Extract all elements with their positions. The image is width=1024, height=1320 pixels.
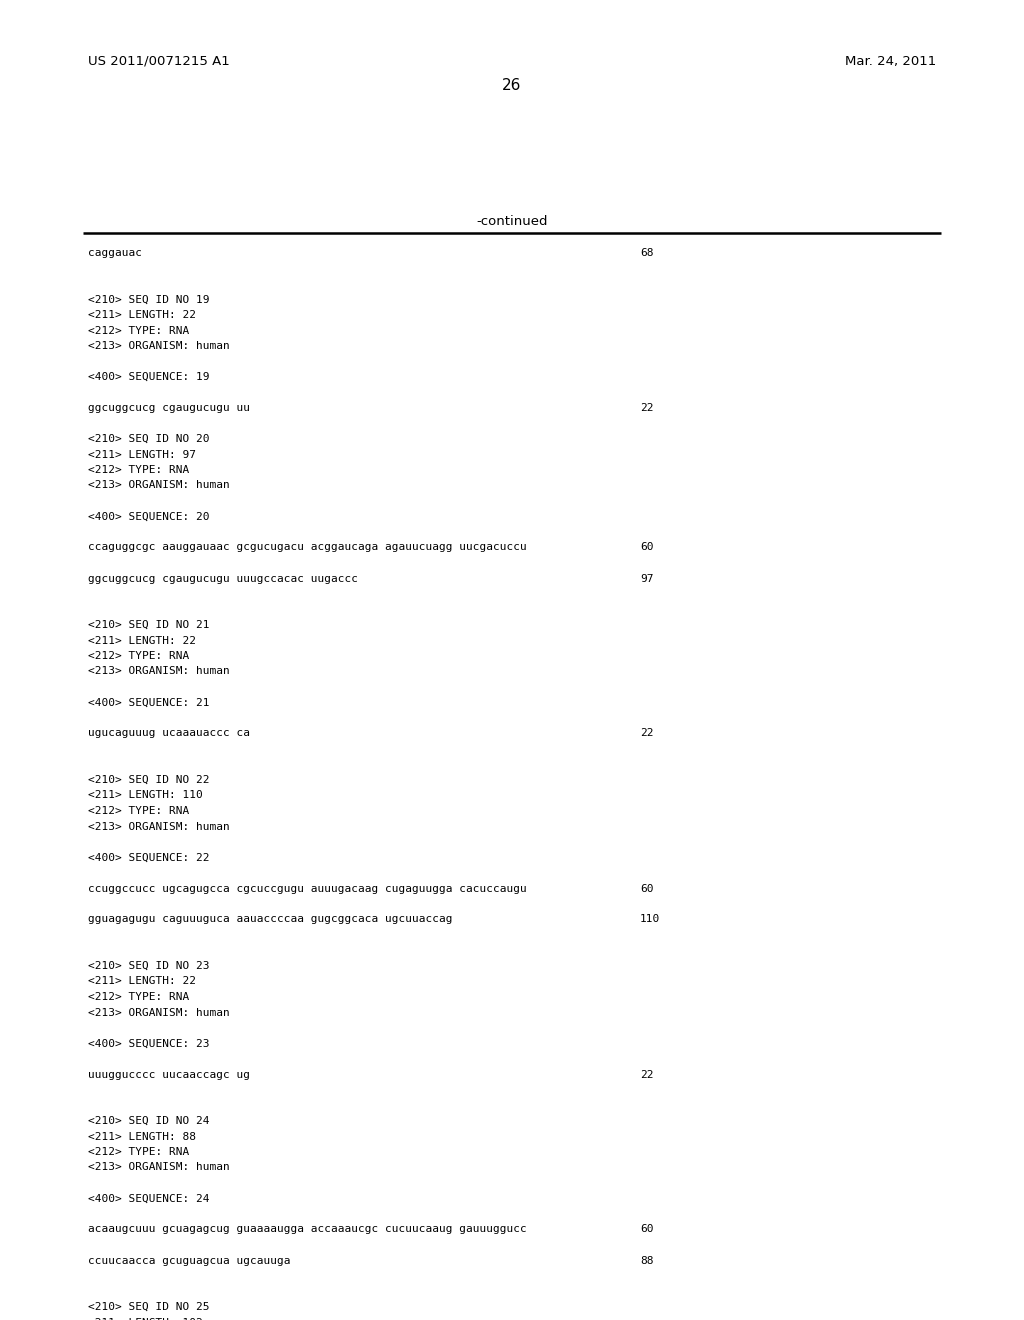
Text: <400> SEQUENCE: 24: <400> SEQUENCE: 24 — [88, 1193, 210, 1204]
Text: 110: 110 — [640, 915, 660, 924]
Text: <213> ORGANISM: human: <213> ORGANISM: human — [88, 1163, 229, 1172]
Text: 60: 60 — [640, 1225, 653, 1234]
Text: ccaguggcgc aauggauaac gcgucugacu acggaucaga agauucuagg uucgacuccu: ccaguggcgc aauggauaac gcgucugacu acggauc… — [88, 543, 526, 553]
Text: <212> TYPE: RNA: <212> TYPE: RNA — [88, 1147, 189, 1158]
Text: acaaugcuuu gcuagagcug guaaaaugga accaaaucgc cucuucaaug gauuuggucc: acaaugcuuu gcuagagcug guaaaaugga accaaau… — [88, 1225, 526, 1234]
Text: 60: 60 — [640, 543, 653, 553]
Text: <213> ORGANISM: human: <213> ORGANISM: human — [88, 667, 229, 676]
Text: <400> SEQUENCE: 22: <400> SEQUENCE: 22 — [88, 853, 210, 862]
Text: 22: 22 — [640, 729, 653, 738]
Text: ugucaguuug ucaaauaccc ca: ugucaguuug ucaaauaccc ca — [88, 729, 250, 738]
Text: 22: 22 — [640, 1069, 653, 1080]
Text: <210> SEQ ID NO 21: <210> SEQ ID NO 21 — [88, 620, 210, 630]
Text: <400> SEQUENCE: 20: <400> SEQUENCE: 20 — [88, 511, 210, 521]
Text: <212> TYPE: RNA: <212> TYPE: RNA — [88, 326, 189, 335]
Text: <213> ORGANISM: human: <213> ORGANISM: human — [88, 821, 229, 832]
Text: <210> SEQ ID NO 22: <210> SEQ ID NO 22 — [88, 775, 210, 785]
Text: <213> ORGANISM: human: <213> ORGANISM: human — [88, 480, 229, 491]
Text: US 2011/0071215 A1: US 2011/0071215 A1 — [88, 55, 229, 69]
Text: -continued: -continued — [476, 215, 548, 228]
Text: <210> SEQ ID NO 23: <210> SEQ ID NO 23 — [88, 961, 210, 972]
Text: <211> LENGTH: 22: <211> LENGTH: 22 — [88, 635, 196, 645]
Text: <211> LENGTH: 88: <211> LENGTH: 88 — [88, 1131, 196, 1142]
Text: <210> SEQ ID NO 19: <210> SEQ ID NO 19 — [88, 294, 210, 305]
Text: ccuucaacca gcuguagcua ugcauuga: ccuucaacca gcuguagcua ugcauuga — [88, 1255, 291, 1266]
Text: ccuggccucc ugcagugcca cgcuccgugu auuugacaag cugaguugga cacuccaugu: ccuggccucc ugcagugcca cgcuccgugu auuugac… — [88, 883, 526, 894]
Text: <212> TYPE: RNA: <212> TYPE: RNA — [88, 807, 189, 816]
Text: gguagagugu caguuuguca aauaccccaa gugcggcaca ugcuuaccag: gguagagugu caguuuguca aauaccccaa gugcggc… — [88, 915, 453, 924]
Text: <211> LENGTH: 97: <211> LENGTH: 97 — [88, 450, 196, 459]
Text: 88: 88 — [640, 1255, 653, 1266]
Text: <210> SEQ ID NO 25: <210> SEQ ID NO 25 — [88, 1302, 210, 1312]
Text: <212> TYPE: RNA: <212> TYPE: RNA — [88, 465, 189, 475]
Text: 68: 68 — [640, 248, 653, 257]
Text: <210> SEQ ID NO 24: <210> SEQ ID NO 24 — [88, 1115, 210, 1126]
Text: <211> LENGTH: 22: <211> LENGTH: 22 — [88, 977, 196, 986]
Text: ggcuggcucg cgaugucugu uuugccacac uugaccc: ggcuggcucg cgaugucugu uuugccacac uugaccc — [88, 573, 358, 583]
Text: Mar. 24, 2011: Mar. 24, 2011 — [845, 55, 936, 69]
Text: <211> LENGTH: 110: <211> LENGTH: 110 — [88, 791, 203, 800]
Text: 60: 60 — [640, 883, 653, 894]
Text: <400> SEQUENCE: 21: <400> SEQUENCE: 21 — [88, 697, 210, 708]
Text: <212> TYPE: RNA: <212> TYPE: RNA — [88, 993, 189, 1002]
Text: <212> TYPE: RNA: <212> TYPE: RNA — [88, 651, 189, 661]
Text: <213> ORGANISM: human: <213> ORGANISM: human — [88, 1007, 229, 1018]
Text: <400> SEQUENCE: 19: <400> SEQUENCE: 19 — [88, 372, 210, 381]
Text: <211> LENGTH: 102: <211> LENGTH: 102 — [88, 1317, 203, 1320]
Text: <210> SEQ ID NO 20: <210> SEQ ID NO 20 — [88, 434, 210, 444]
Text: 26: 26 — [503, 78, 521, 92]
Text: 22: 22 — [640, 403, 653, 413]
Text: caggauac: caggauac — [88, 248, 142, 257]
Text: <400> SEQUENCE: 23: <400> SEQUENCE: 23 — [88, 1039, 210, 1048]
Text: uuuggucccc uucaaccagc ug: uuuggucccc uucaaccagc ug — [88, 1069, 250, 1080]
Text: ggcuggcucg cgaugucugu uu: ggcuggcucg cgaugucugu uu — [88, 403, 250, 413]
Text: <211> LENGTH: 22: <211> LENGTH: 22 — [88, 310, 196, 319]
Text: 97: 97 — [640, 573, 653, 583]
Text: <213> ORGANISM: human: <213> ORGANISM: human — [88, 341, 229, 351]
